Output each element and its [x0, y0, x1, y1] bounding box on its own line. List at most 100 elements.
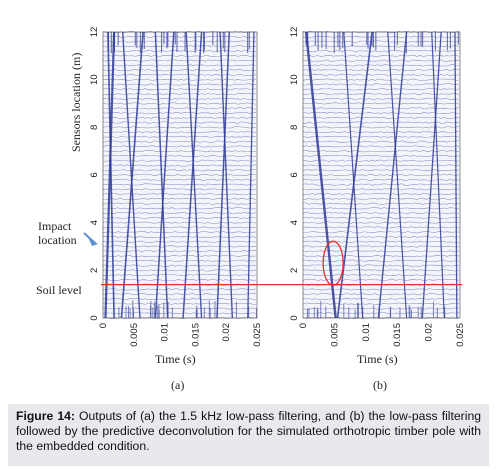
- x-tick-label-a: 0.02: [221, 323, 232, 342]
- x-tick-label-b: 0.02: [424, 323, 435, 342]
- y-axis-title: Sensors location (m): [69, 52, 83, 152]
- sensor-trace-a: [102, 126, 257, 129]
- sensor-trace-b: [302, 73, 460, 76]
- x-tick-label-b: 0.01: [361, 323, 372, 342]
- sensor-trace-b: [302, 121, 460, 124]
- sensor-trace-b: [302, 250, 460, 253]
- sensor-trace-a: [102, 173, 257, 177]
- y-tick-label-b: 6: [289, 172, 300, 177]
- sensor-trace-a: [102, 297, 256, 300]
- wave-front-a: [154, 31, 175, 319]
- wave-front-a: [185, 31, 203, 319]
- y-tick-label-b: 2: [289, 268, 300, 273]
- sensor-trace-a: [102, 59, 257, 62]
- sensor-trace-a: [102, 102, 257, 105]
- wave-front-a: [107, 31, 115, 319]
- sensor-trace-a: [102, 40, 257, 43]
- y-tick-label-a: 10: [89, 74, 100, 85]
- sensor-trace-b: [302, 197, 460, 200]
- sensor-trace-a: [102, 240, 257, 243]
- sensor-trace-a: [102, 216, 257, 219]
- caption-text: Outputs of (a) the 1.5 kHz low-pass filt…: [16, 409, 482, 453]
- sensor-trace-b: [302, 173, 460, 177]
- y-tick-label-a: 6: [89, 172, 100, 177]
- sensor-trace-b: [302, 297, 460, 300]
- wave-front-a: [216, 31, 231, 319]
- y-tick-label-b: 8: [289, 125, 300, 130]
- wave-front-a: [219, 31, 234, 319]
- y-tick-label-a: 8: [89, 125, 100, 130]
- figure-area: 0 2 4 6 8 10 12 0 0.005 0.01 0.015 0.02 0.025 0 2 4 6 8 10…: [36, 26, 466, 392]
- sensor-trace-b: [302, 116, 460, 119]
- sensor-trace-a: [102, 197, 257, 200]
- sensor-trace-a: [102, 54, 257, 57]
- plot-frame-a: [102, 31, 258, 319]
- impact-label-line2: location: [38, 233, 77, 247]
- wave-front-a: [247, 31, 255, 319]
- sensor-trace-b: [302, 69, 460, 72]
- x-tick-label-b: 0: [298, 323, 309, 328]
- sensor-trace-a: [102, 245, 257, 248]
- x-tick-label-a: 0: [98, 323, 109, 328]
- wave-front-b: [431, 31, 445, 319]
- sensor-trace-b: [302, 88, 460, 91]
- sensor-trace-b: [302, 274, 460, 277]
- sensor-trace-b: [302, 240, 460, 243]
- x-tick-label-a: 0.015: [190, 323, 201, 347]
- sensor-trace-b: [302, 254, 460, 258]
- sensor-trace-a: [102, 178, 257, 181]
- sensor-trace-a: [102, 169, 257, 172]
- sensor-trace-a: [102, 183, 257, 186]
- sensor-trace-a: [102, 35, 257, 38]
- wave-front-a: [182, 31, 203, 319]
- sensor-trace-b: [302, 131, 460, 134]
- sensor-trace-b: [302, 192, 460, 196]
- y-tick-label-a: 2: [89, 268, 100, 273]
- wave-front-b: [377, 31, 408, 319]
- sensor-trace-b: [302, 183, 460, 186]
- sensor-trace-a: [102, 50, 257, 53]
- sensor-trace-a: [102, 140, 257, 143]
- sensor-trace-b: [302, 188, 460, 191]
- x-axis-title-a: Time (s): [155, 352, 196, 366]
- panel-label-a: (a): [171, 378, 185, 392]
- y-tick-label-a: 12: [89, 27, 100, 38]
- wave-front-b: [343, 31, 364, 319]
- sensor-trace-b: [302, 150, 460, 153]
- wave-front-a: [104, 31, 116, 319]
- wave-front-b: [387, 31, 408, 319]
- sensor-trace-b: [302, 216, 460, 219]
- sensor-trace-b: [302, 202, 460, 205]
- sensor-trace-b: [302, 135, 460, 138]
- wave-front-b: [304, 31, 337, 319]
- sensor-trace-a: [102, 154, 257, 157]
- soil-level-label: Soil level: [36, 283, 82, 297]
- sensor-trace-b: [302, 269, 460, 272]
- x-tick-label-a: 0.01: [160, 323, 171, 342]
- sensor-trace-b: [302, 111, 460, 115]
- sensor-trace-a: [102, 226, 257, 229]
- caption-label: Figure 14:: [16, 409, 75, 423]
- y-tick-label-a: 4: [89, 220, 100, 225]
- figure-svg: 0 2 4 6 8 10 12 0 0.005 0.01 0.015 0.02 0.025 0 2 4 6 8 10…: [83, 27, 466, 347]
- sensor-trace-a: [102, 193, 256, 196]
- wave-front-a: [154, 31, 169, 319]
- sensor-trace-b: [302, 83, 460, 86]
- sensor-trace-a: [102, 159, 257, 162]
- panel-label-b: (b): [373, 378, 387, 392]
- y-tick-label-b: 0: [289, 315, 300, 320]
- sensor-trace-a: [102, 107, 256, 110]
- wave-front-b: [454, 31, 458, 319]
- wave-front-b: [421, 31, 442, 319]
- sensor-trace-a: [102, 231, 257, 234]
- sensor-trace-b: [302, 97, 460, 100]
- y-tick-label-b: 4: [289, 220, 300, 225]
- sensor-trace-b: [302, 259, 460, 262]
- sensor-trace-a: [102, 188, 257, 191]
- sensor-trace-b: [302, 78, 460, 81]
- sensor-trace-a: [102, 45, 257, 48]
- sensor-trace-b: [302, 102, 460, 105]
- wave-front-a: [120, 31, 144, 319]
- x-tick-label-b: 0.005: [329, 323, 340, 347]
- x-tick-label-b: 0.015: [392, 323, 403, 347]
